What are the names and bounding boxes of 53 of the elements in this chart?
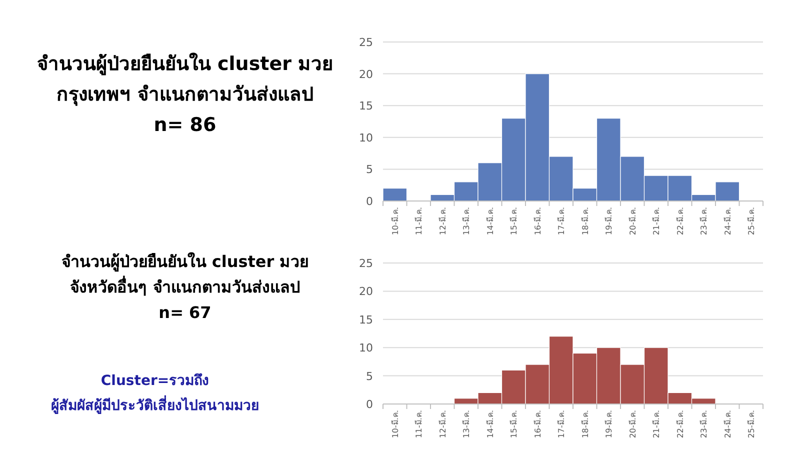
text: n= 67 <box>158 303 212 322</box>
x-tick-label: 22-มี.ค. <box>676 410 685 438</box>
x-tick-label: 21-มี.ค. <box>652 207 662 236</box>
text: n= 86 <box>154 114 216 136</box>
x-tick-label: 22-มี.ค. <box>676 207 685 236</box>
y-tick-label: 5 <box>366 370 373 383</box>
x-tick-label: 18-มี.ค. <box>580 410 590 438</box>
text: Cluster=รวมถึง <box>100 372 210 389</box>
y-tick-label: 0 <box>366 195 373 208</box>
x-tick-label: 13-มี.ค. <box>462 207 472 236</box>
y-tick-label: 25 <box>359 36 373 49</box>
y-tick-label: 0 <box>366 398 373 411</box>
x-tick-label: 14-มี.ค. <box>486 410 495 438</box>
x-tick-label: 20-มี.ค. <box>628 207 638 236</box>
x-tick-label: 17-มี.ค. <box>557 207 566 236</box>
x-tick-label: 23-มี.ค. <box>700 207 709 236</box>
text: ผู้สัมผัสผู้มีประวัติเสี่ยงไปสนามมวย <box>51 395 259 414</box>
x-tick-label: 19-มี.ค. <box>604 410 614 438</box>
bar <box>382 188 408 202</box>
x-tick-label: 14-มี.ค. <box>486 207 495 236</box>
y-tick-label: 20 <box>359 285 373 298</box>
y-tick-label: 20 <box>359 68 373 81</box>
x-tick-label: 25-มี.ค. <box>747 410 756 438</box>
x-tick-label: 13-มี.ค. <box>462 410 472 438</box>
x-tick-label: 15-มี.ค. <box>510 410 519 438</box>
x-tick-label: 19-มี.ค. <box>604 207 614 236</box>
y-tick-label: 15 <box>359 313 373 326</box>
x-tick-label: 16-มี.ค. <box>533 207 542 236</box>
y-tick-label: 25 <box>359 257 373 270</box>
x-tick-label: 12-มี.ค. <box>438 207 448 236</box>
x-tick-label: 11-มี.ค. <box>414 410 424 438</box>
y-tick-label: 15 <box>359 100 373 113</box>
x-tick-label: 12-มี.ค. <box>438 410 448 438</box>
x-tick-label: 23-มี.ค. <box>700 410 709 438</box>
x-tick-label: 16-มี.ค. <box>533 410 542 438</box>
x-tick-label: 15-มี.ค. <box>510 207 519 236</box>
x-tick-label: 11-มี.ค. <box>414 207 424 236</box>
x-tick-label: 25-มี.ค. <box>747 207 756 236</box>
text: จำนวนผู้ป่วยยืนยันใน cluster มวย <box>36 52 334 76</box>
x-tick-label: 17-มี.ค. <box>557 410 566 438</box>
x-tick-label: 24-มี.ค. <box>723 410 732 438</box>
x-tick-label: 10-มี.ค. <box>390 207 400 236</box>
x-tick-label: 20-มี.ค. <box>628 410 638 438</box>
x-tick-label: 10-มี.ค. <box>390 410 400 438</box>
text: จำนวนผู้ป่วยยืนยันใน cluster มวย <box>61 252 309 273</box>
text: กรุงเทพฯ จำแนกตามวันส่งแลป <box>56 83 314 106</box>
x-tick-label: 18-มี.ค. <box>580 207 590 236</box>
x-tick-label: 24-มี.ค. <box>723 207 732 236</box>
y-tick-label: 10 <box>359 342 373 355</box>
y-tick-label: 10 <box>359 131 373 144</box>
y-tick-label: 5 <box>366 163 373 176</box>
x-tick-label: 21-มี.ค. <box>652 410 662 438</box>
text: จังหวัดอื่นๆ จำแนกตามวันส่งแลป <box>70 276 300 297</box>
